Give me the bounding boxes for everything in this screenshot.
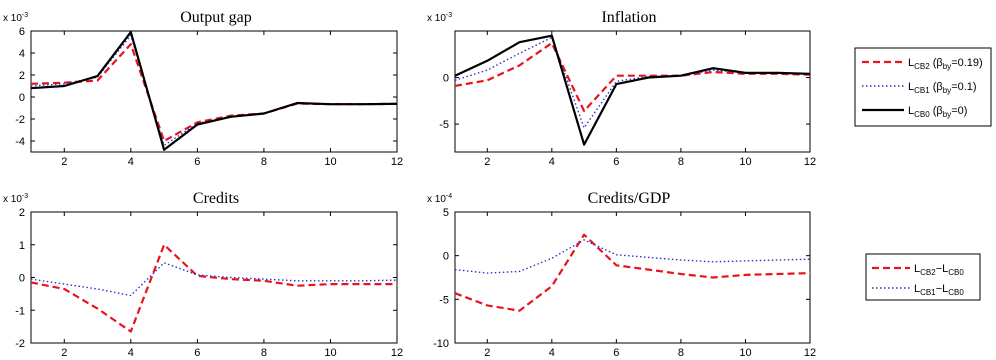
x-tick-label: 8 xyxy=(261,156,267,168)
y-tick-label: 1 xyxy=(19,240,25,252)
panel-title: Inflation xyxy=(601,9,656,26)
y-tick-label: 0 xyxy=(19,273,25,285)
y-tick-label: -5 xyxy=(439,294,449,306)
x-tick-label: 8 xyxy=(261,347,267,359)
y-tick-label: 6 xyxy=(19,26,25,38)
x-tick-label: 12 xyxy=(804,347,816,359)
x-tick-label: 8 xyxy=(678,347,684,359)
legend-label-cb0: LCB0 (βby=0) xyxy=(908,105,967,119)
panel-title: Credits/GDP xyxy=(588,190,671,207)
panel-credits-gdp: Credits/GDP x 10-4 2 4 6 8 10 12 -10 -5 0 5 xyxy=(427,190,816,359)
series-line-cb0 xyxy=(30,30,398,151)
x-tick-label: 12 xyxy=(391,156,403,168)
x-tick-label: 10 xyxy=(324,156,336,168)
y-scale-label: x 10-4 xyxy=(427,193,452,205)
plot-area xyxy=(454,211,811,344)
y-tick-label: 4 xyxy=(19,48,25,60)
legend-differences: LCB2−LCB0 LCB1−LCB0 xyxy=(865,253,981,301)
y-tick-label: -4 xyxy=(15,136,25,148)
y-scale-label: x 10-3 xyxy=(3,12,28,24)
x-tick-label: 10 xyxy=(739,347,751,359)
y-tick-label: 0 xyxy=(443,73,449,85)
y-scale-label: x 10-3 xyxy=(3,193,28,205)
legend-label-d1: LCB1−LCB0 xyxy=(914,283,964,297)
y-tick-label: 2 xyxy=(19,207,25,219)
legend-label-d2: LCB2−LCB0 xyxy=(914,263,964,277)
plot-area xyxy=(30,30,398,153)
y-tick-label: 2 xyxy=(19,70,25,82)
series-line-d1 xyxy=(454,239,811,274)
x-tick-label: 10 xyxy=(739,156,751,168)
x-tick-label: 2 xyxy=(61,347,67,359)
legend-box xyxy=(865,253,981,301)
x-tick-label: 6 xyxy=(613,347,619,359)
x-tick-label: 10 xyxy=(324,347,336,359)
y-tick-label: 5 xyxy=(443,207,449,219)
x-tick-label: 8 xyxy=(678,156,684,168)
legend-label-cb1: LCB1 (βby=0.1) xyxy=(908,81,977,95)
legend-label-cb2: LCB2 (βby=0.19) xyxy=(908,57,983,71)
series-line-d2 xyxy=(30,243,397,333)
series-line-cb1 xyxy=(454,36,811,129)
panel-title: Output gap xyxy=(180,9,252,26)
panel-inflation: Inflation x 10-3 2 4 6 8 10 12 -5 0 xyxy=(427,9,816,168)
y-tick-label: -2 xyxy=(15,338,25,350)
y-tick-label: -1 xyxy=(15,305,25,317)
y-tick-label: -10 xyxy=(433,338,449,350)
series-line-d2 xyxy=(454,233,811,312)
y-scale-label: x 10-3 xyxy=(427,12,452,24)
y-tick-label: 0 xyxy=(19,92,25,104)
y-tick-label: 0 xyxy=(443,251,449,263)
x-tick-label: 4 xyxy=(549,347,555,359)
y-tick-label: -5 xyxy=(439,119,449,131)
x-tick-label: 12 xyxy=(391,347,403,359)
x-tick-label: 6 xyxy=(194,347,200,359)
x-tick-label: 4 xyxy=(549,156,555,168)
x-tick-label: 6 xyxy=(194,156,200,168)
series-line-cb0 xyxy=(454,34,811,146)
x-tick-label: 2 xyxy=(484,156,490,168)
x-tick-label: 12 xyxy=(804,156,816,168)
legend-policy-rules: LCB2 (βby=0.19) LCB1 (βby=0.1) LCB0 (βby=0… xyxy=(854,47,992,127)
x-tick-label: 2 xyxy=(484,347,490,359)
x-tick-label: 6 xyxy=(613,156,619,168)
panel-title: Credits xyxy=(193,190,239,207)
x-tick-label: 2 xyxy=(61,156,67,168)
x-tick-label: 4 xyxy=(128,347,134,359)
plot-area xyxy=(454,30,811,153)
panel-output-gap: Output gap x 10-3 2 4 6 8 10 12 -4 -2 0 2 4 6 xyxy=(3,9,403,168)
y-tick-label: -2 xyxy=(15,114,25,126)
x-tick-label: 4 xyxy=(128,156,134,168)
